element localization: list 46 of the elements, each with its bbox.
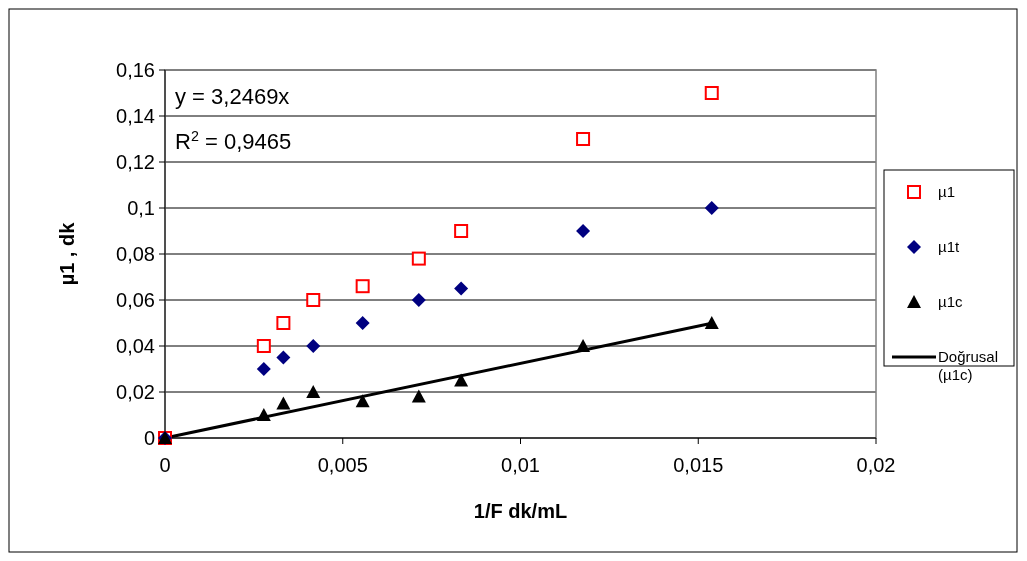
point — [306, 339, 321, 353]
point — [411, 389, 426, 403]
point — [306, 385, 321, 398]
y-tick-label: 0,16 — [116, 59, 155, 81]
annotation: R$^{2}$ = 0,9465 — [175, 128, 292, 154]
point — [256, 362, 271, 376]
y-tick-label: 0,08 — [116, 243, 155, 265]
point — [411, 293, 426, 307]
x-tick-label: 0 — [159, 454, 171, 476]
point — [454, 224, 469, 238]
y-axis-title: µ1 , dk — [56, 221, 78, 286]
point — [355, 316, 370, 330]
point — [276, 316, 291, 330]
y-tick-label: 0,14 — [116, 105, 155, 127]
y-tick-label: 0,12 — [116, 151, 155, 173]
point — [454, 373, 469, 387]
x-tick-label: 0,02 — [856, 454, 896, 476]
point — [576, 224, 591, 238]
y-tick-label: 0 — [143, 427, 155, 449]
point — [454, 281, 469, 296]
point — [355, 279, 370, 294]
point — [355, 394, 370, 408]
annotation: y = 3,2469x — [175, 84, 290, 109]
x-tick-label: 0,015 — [673, 454, 724, 476]
y-tick-label: 0,02 — [116, 381, 155, 403]
point — [276, 396, 291, 410]
y-tick-label: 0,04 — [116, 335, 155, 357]
y-tick-label: 0,06 — [116, 289, 155, 311]
point — [411, 251, 426, 266]
point — [306, 293, 321, 307]
legend-label: µ1t — [938, 238, 960, 255]
legend-label: µ1c — [938, 293, 963, 310]
point — [256, 339, 271, 353]
legend-label: Doğrusal (µ1c) — [938, 348, 999, 383]
point — [256, 408, 271, 421]
y-tick-label: 0,1 — [127, 197, 155, 219]
point — [276, 350, 291, 365]
x-axis-title: 1/F dk/mL — [473, 500, 568, 522]
point — [704, 86, 719, 100]
point — [704, 201, 719, 215]
point — [576, 339, 591, 352]
point — [576, 132, 591, 146]
x-tick-label: 0,01 — [501, 454, 540, 476]
legend-label: µ1 — [938, 183, 955, 200]
x-tick-label: 0,005 — [317, 454, 368, 476]
point — [704, 316, 719, 329]
